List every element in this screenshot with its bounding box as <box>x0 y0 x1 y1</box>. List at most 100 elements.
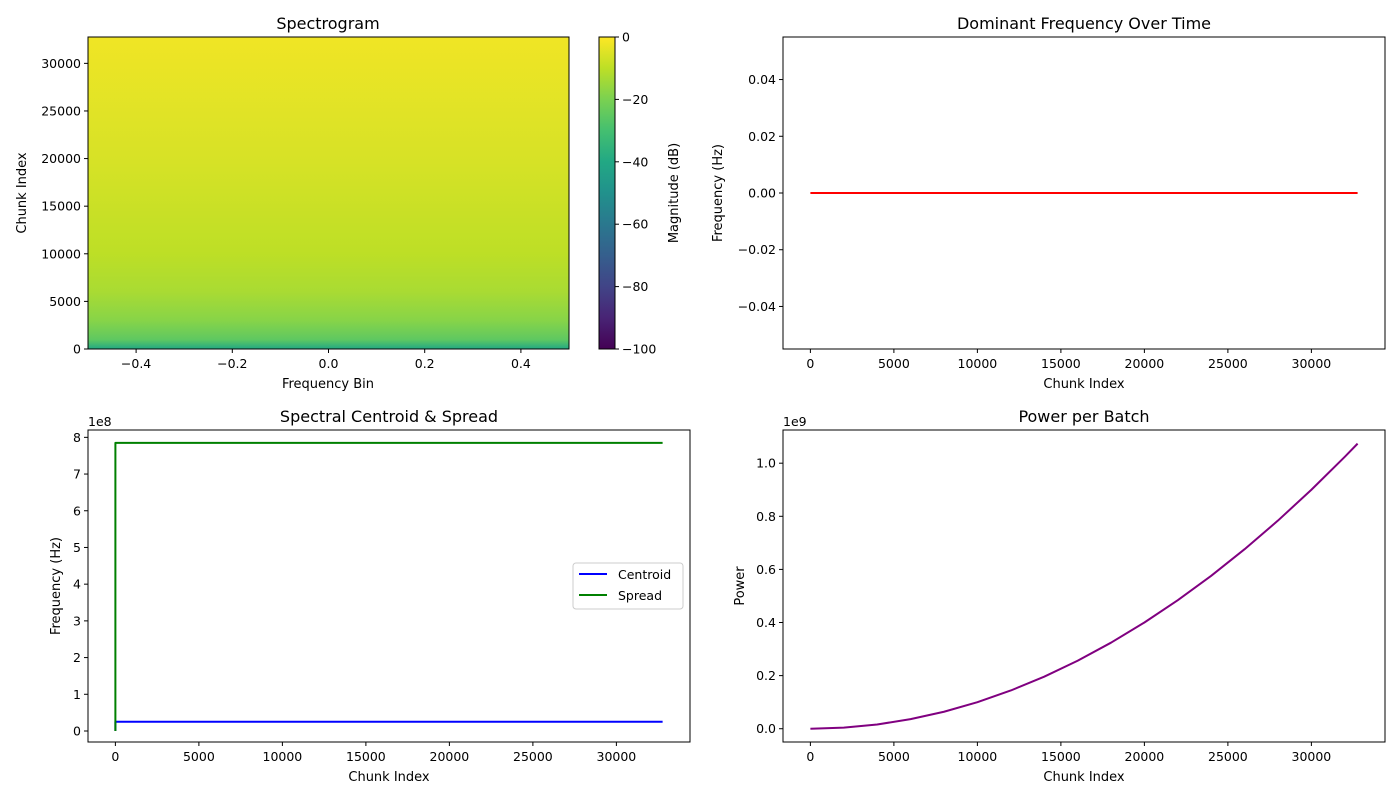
series-0-line <box>810 442 1359 730</box>
dominant-frequency-panel: Dominant Frequency Over Time 0 5000 10000 1… <box>711 14 1386 392</box>
y-tick-label: 5 <box>73 540 81 555</box>
power-x-ticks: 0 5000 10000 15000 20000 25000 30000 <box>806 742 1331 764</box>
centroid-spread-title: Spectral Centroid & Spread <box>280 407 498 426</box>
x-tick-label: 0 <box>806 356 814 371</box>
centroid-spread-y-ticks: 0 1 2 3 4 5 6 7 8 <box>73 430 88 738</box>
centroid-spread-x-ticks: 0 5000 10000 15000 20000 25000 30000 <box>111 742 636 764</box>
power-y-ticks: 0.0 0.2 0.4 0.6 0.8 1.0 <box>756 456 783 736</box>
x-tick-label: 5000 <box>878 356 910 371</box>
spectrogram-x-ticks: −0.4 −0.2 0.0 0.2 0.4 <box>121 349 531 371</box>
colorbar-tick-label: −20 <box>622 92 648 107</box>
x-tick-label: 5000 <box>878 749 910 764</box>
y-tick-label: 0 <box>73 723 81 738</box>
dominant-frequency-x-ticks: 0 5000 10000 15000 20000 25000 30000 <box>806 349 1331 371</box>
x-tick-label: 10000 <box>958 749 998 764</box>
legend-centroid-label: Centroid <box>618 567 671 582</box>
spectrogram-y-label: Chunk Index <box>15 152 30 234</box>
spectrogram-heatmap <box>88 37 569 349</box>
y-tick-label: 6 <box>73 503 81 518</box>
power-title: Power per Batch <box>1018 407 1149 426</box>
centroid-spread-lines <box>114 441 663 731</box>
dominant-frequency-title: Dominant Frequency Over Time <box>957 14 1211 33</box>
y-tick-label: 1.0 <box>756 456 776 471</box>
x-tick-label: 0.0 <box>319 356 339 371</box>
legend-spread-label: Spread <box>618 588 662 603</box>
y-tick-label: 5000 <box>49 294 81 309</box>
x-tick-label: 30000 <box>597 749 637 764</box>
y-tick-label: 3 <box>73 613 81 628</box>
colorbar-tick-label: −100 <box>622 342 656 357</box>
spectrogram-title: Spectrogram <box>276 14 379 33</box>
y-tick-label: 2 <box>73 650 81 665</box>
dominant-frequency-y-ticks: −0.04 −0.02 0.00 0.02 0.04 <box>738 72 783 314</box>
power-panel: Power per Batch 1e9 0 5000 10000 15000 20000… <box>733 407 1386 785</box>
dominant-frequency-x-label: Chunk Index <box>1043 377 1125 392</box>
x-tick-label: 30000 <box>1292 749 1332 764</box>
centroid-line <box>114 720 663 731</box>
spread-line <box>114 441 663 731</box>
y-tick-label: 0.0 <box>756 721 776 736</box>
x-tick-label: 15000 <box>346 749 386 764</box>
x-tick-label: −0.4 <box>121 356 151 371</box>
centroid-spread-panel: Spectral Centroid & Spread 1e8 0 5000 1000… <box>49 407 691 785</box>
spectrogram-x-label: Frequency Bin <box>282 377 374 392</box>
x-tick-label: 10000 <box>263 749 303 764</box>
y-tick-label: −0.02 <box>738 242 776 257</box>
y-tick-label: −0.04 <box>738 299 776 314</box>
x-tick-label: 20000 <box>1125 356 1165 371</box>
x-tick-label: 0 <box>806 749 814 764</box>
x-tick-label: 20000 <box>430 749 470 764</box>
dominant-frequency-y-label: Frequency (Hz) <box>711 144 726 242</box>
spectrogram-panel: Spectrogram −0.4 −0.2 0.0 0.2 0.4 0 5000 10000… <box>15 14 682 392</box>
colorbar-tick-label: −40 <box>622 154 648 169</box>
x-tick-label: 0 <box>111 749 119 764</box>
centroid-spread-offset-text: 1e8 <box>88 414 112 429</box>
y-tick-label: 10000 <box>41 246 81 261</box>
y-tick-label: 30000 <box>41 56 81 71</box>
y-tick-label: 0.02 <box>748 129 776 144</box>
power-y-label: Power <box>733 566 748 606</box>
power-frame <box>782 429 1386 743</box>
x-tick-label: −0.2 <box>217 356 247 371</box>
colorbar-ticks: 0 −20 −40 −60 −80 −100 <box>615 30 656 357</box>
y-tick-label: 15000 <box>41 199 81 214</box>
y-tick-label: 0.8 <box>756 509 776 524</box>
power-offset-text: 1e9 <box>783 414 807 429</box>
power-x-label: Chunk Index <box>1043 770 1125 785</box>
legend: Centroid Spread <box>572 562 684 610</box>
centroid-spread-y-label: Frequency (Hz) <box>49 537 64 635</box>
y-tick-label: 0 <box>73 342 81 357</box>
colorbar-tick-label: −80 <box>622 279 648 294</box>
x-tick-label: 20000 <box>1125 749 1165 764</box>
colorbar <box>599 37 615 349</box>
x-tick-label: 0.2 <box>415 356 435 371</box>
x-tick-label: 15000 <box>1041 356 1081 371</box>
y-tick-label: 0.4 <box>756 615 776 630</box>
y-tick-label: 1 <box>73 687 81 702</box>
y-tick-label: 8 <box>73 430 81 445</box>
x-tick-label: 15000 <box>1041 749 1081 764</box>
x-tick-label: 25000 <box>513 749 553 764</box>
y-tick-label: 20000 <box>41 151 81 166</box>
x-tick-label: 0.4 <box>511 356 531 371</box>
x-tick-label: 25000 <box>1208 749 1248 764</box>
y-tick-label: 0.2 <box>756 668 776 683</box>
colorbar-frame <box>598 36 616 350</box>
x-tick-label: 5000 <box>183 749 215 764</box>
y-tick-label: 25000 <box>41 103 81 118</box>
y-tick-label: 0.6 <box>756 562 776 577</box>
x-tick-label: 25000 <box>1208 356 1248 371</box>
colorbar-label: Magnitude (dB) <box>667 143 682 243</box>
centroid-spread-x-label: Chunk Index <box>348 770 430 785</box>
centroid-spread-frame <box>87 429 691 743</box>
power-lines <box>810 442 1359 730</box>
y-tick-label: 0.04 <box>748 72 776 87</box>
y-tick-label: 0.00 <box>748 186 776 201</box>
y-tick-label: 7 <box>73 467 81 482</box>
colorbar-tick-label: 0 <box>622 30 630 45</box>
spectrogram-y-ticks: 0 5000 10000 15000 20000 25000 30000 <box>41 56 88 357</box>
y-tick-label: 4 <box>73 577 81 592</box>
colorbar-tick-label: −60 <box>622 217 648 232</box>
x-tick-label: 30000 <box>1292 356 1332 371</box>
